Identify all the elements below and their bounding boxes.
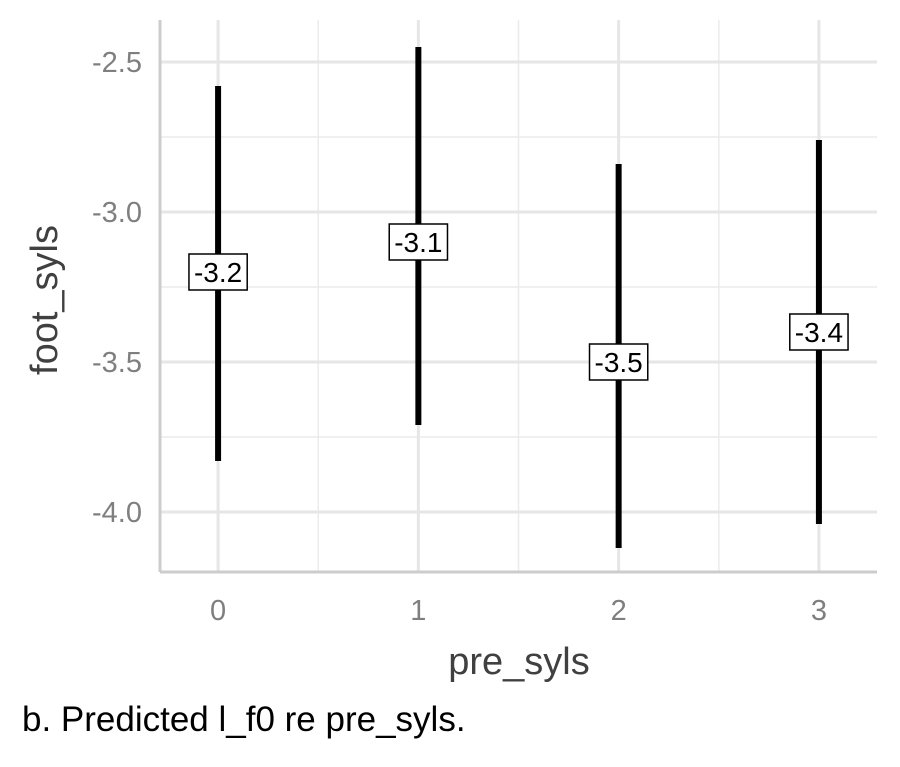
y-axis-title: foot_syls	[24, 225, 66, 375]
x-tick-label: 2	[611, 595, 627, 627]
value-label-text: -3.1	[394, 227, 442, 258]
value-label: -3.5	[588, 343, 649, 381]
x-tick-label: 1	[410, 595, 426, 627]
grid-lines	[160, 20, 877, 572]
value-label-box	[188, 253, 248, 291]
value-label-text: -3.2	[194, 257, 242, 288]
value-label: -3.2	[188, 253, 248, 291]
x-axis-title: pre_syls	[448, 641, 590, 683]
value-label: -3.1	[388, 223, 449, 261]
value-label-box	[789, 313, 849, 351]
value-label-text: -3.4	[795, 317, 843, 348]
value-label-text: -3.5	[595, 347, 643, 378]
chart: -2.5 -3.0 -3.5 -4.0 0 1 2 3 -3.2 -3.1 -3.5 -3.4 p…	[24, 20, 877, 683]
value-labels: -3.2 -3.1 -3.5 -3.4	[188, 223, 849, 381]
y-tick-labels: -2.5 -3.0 -3.5 -4.0	[92, 47, 142, 529]
y-tick-label: -3.0	[92, 197, 142, 229]
figure-caption: b. Predicted l_f0 re pre_syls.	[22, 700, 466, 739]
x-tick-label: 3	[811, 595, 827, 627]
y-tick-label: -3.5	[92, 347, 142, 379]
x-tick-labels: 0 1 2 3	[210, 595, 827, 627]
y-tick-label: -2.5	[92, 47, 142, 79]
value-label-box	[588, 343, 649, 381]
value-label-box	[388, 223, 449, 261]
axes	[158, 20, 877, 574]
x-tick-label: 0	[210, 595, 226, 627]
value-label: -3.4	[789, 313, 849, 351]
y-tick-label: -4.0	[92, 497, 142, 529]
